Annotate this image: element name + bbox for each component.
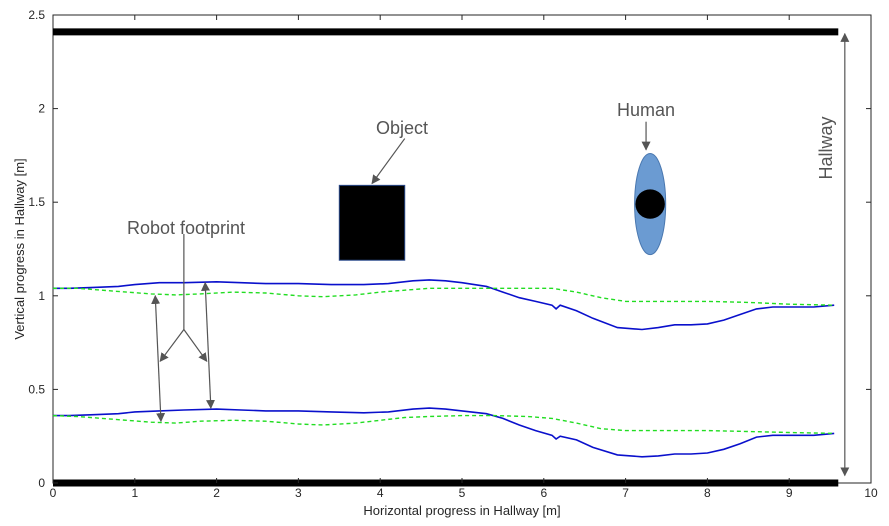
series-line-2 — [53, 287, 835, 306]
annotation-hallway: Hallway — [816, 116, 836, 179]
annotation-arrows — [151, 32, 850, 477]
series-line-1 — [53, 279, 835, 331]
object-arrow — [371, 138, 406, 185]
y-tick-label: 1.5 — [28, 195, 45, 209]
x-tick-label: 7 — [622, 486, 629, 500]
series-line-3 — [53, 407, 835, 458]
annotation-human: Human — [617, 100, 675, 120]
y-axis-label: Vertical progress in Hallway [m] — [12, 158, 27, 339]
axes-frame — [52, 14, 872, 484]
annotation-object: Object — [376, 118, 428, 138]
series-layer — [52, 279, 835, 458]
axes-box — [52, 14, 872, 484]
ticks-layer: 0 1 2 3 4 5 6 7 8 9 10 0 0.5 1 1.5 2 2.5 — [28, 8, 878, 500]
y-tick-label: 2 — [38, 102, 45, 116]
footprint-arrow-right — [201, 281, 215, 410]
x-tick-label: 1 — [131, 486, 138, 500]
footprint-branch-right — [183, 329, 208, 363]
x-tick-label: 2 — [213, 486, 220, 500]
object-rect — [338, 184, 406, 261]
human-head — [635, 189, 665, 219]
series-line-4 — [52, 414, 835, 435]
x-tick-label: 10 — [864, 486, 878, 500]
x-tick-label: 5 — [459, 486, 466, 500]
footprint-arrow-left — [151, 294, 166, 423]
annotation-robot-footprint: Robot footprint — [127, 218, 245, 238]
shapes-layer — [338, 153, 667, 261]
walls-layer — [53, 28, 839, 487]
x-tick-label: 9 — [786, 486, 793, 500]
x-tick-label: 0 — [50, 486, 57, 500]
x-tick-label: 3 — [295, 486, 302, 500]
y-tick-label: 0 — [38, 476, 45, 490]
x-tick-label: 6 — [540, 486, 547, 500]
x-axis-label: Horizontal progress in Hallway [m] — [363, 503, 560, 518]
footprint-branch-left — [159, 329, 185, 363]
x-tick-label: 8 — [704, 486, 711, 500]
y-tick-label: 2.5 — [28, 8, 45, 22]
y-tick-label: 1 — [38, 289, 45, 303]
x-tick-label: 4 — [377, 486, 384, 500]
y-tick-label: 0.5 — [28, 382, 45, 396]
